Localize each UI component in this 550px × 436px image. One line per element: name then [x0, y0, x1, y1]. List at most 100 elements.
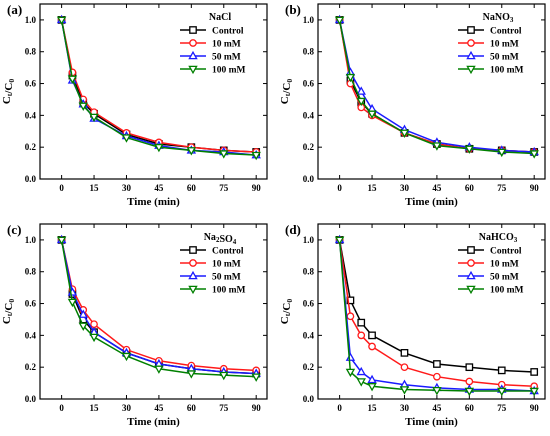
data-point — [154, 143, 164, 153]
data-point — [186, 370, 197, 379]
y-tick-label: 0.6 — [303, 299, 315, 309]
x-tick-label: 0 — [59, 183, 64, 193]
x-axis-title: Time (min) — [405, 196, 458, 208]
legend-label: Control — [212, 247, 244, 257]
legend-marker — [466, 285, 476, 295]
data-point — [497, 387, 507, 397]
panel-1: 0 15 30 45 60 75 90 0.0 0.2 0.4 0.6 0.8 1.0 Time (min… — [279, 2, 546, 208]
x-tick-label: 75 — [497, 183, 507, 193]
x-tick-label: 90 — [530, 403, 540, 413]
legend-marker — [466, 270, 476, 280]
x-tick-label: 0 — [59, 403, 64, 413]
y-tick-label: 0.4 — [25, 330, 37, 340]
data-point — [356, 97, 366, 107]
legend-label: 50 mM — [490, 273, 519, 283]
x-tick-label: 0 — [337, 403, 342, 413]
x-tick-label: 15 — [368, 403, 378, 413]
x-axis-title: Time (min) — [127, 416, 180, 428]
data-point — [345, 368, 356, 378]
data-point — [89, 333, 99, 343]
data-point — [368, 331, 376, 340]
data-point — [399, 386, 410, 395]
data-point — [367, 383, 377, 392]
data-point — [399, 129, 410, 138]
data-point — [346, 312, 355, 321]
data-point — [357, 331, 366, 340]
data-point — [78, 322, 88, 331]
y-tick-label: 0.4 — [303, 330, 315, 340]
legend-label: Control — [490, 27, 522, 37]
legend-label: 100 mM — [490, 286, 524, 296]
data-point — [78, 102, 88, 111]
y-tick-label: 0.8 — [303, 267, 315, 277]
data-point — [67, 298, 78, 308]
plot-frame — [317, 223, 546, 400]
legend-label: Control — [490, 247, 522, 257]
data-point — [368, 342, 376, 351]
panel-0: 0 15 30 45 60 75 90 0.0 0.2 0.4 0.6 0.8 1.0 Time (min… — [1, 2, 268, 208]
data-point — [345, 73, 356, 83]
data-point — [497, 366, 506, 375]
y-tick-label: 1.0 — [25, 235, 37, 245]
y-tick-label: 1.0 — [303, 15, 315, 25]
data-point — [529, 150, 539, 159]
legend-label: 100 mM — [212, 286, 246, 296]
data-point — [464, 387, 475, 397]
data-point — [334, 236, 345, 246]
legend-label: 100 mM — [490, 66, 524, 76]
x-tick-label: 0 — [337, 183, 342, 193]
legend-title: NaHCO3 — [479, 232, 518, 244]
plot-frame — [39, 223, 268, 400]
data-point — [121, 352, 132, 362]
data-point — [367, 110, 377, 119]
data-point — [67, 75, 78, 84]
legend-label: 10 mM — [212, 260, 241, 270]
panel-letter: (d) — [285, 222, 301, 237]
data-point — [346, 296, 355, 305]
legend-title: Na2SO4 — [204, 232, 237, 246]
data-point — [432, 386, 442, 396]
data-point — [433, 360, 441, 368]
panel-2: 0 15 30 45 60 75 90 0.0 0.2 0.4 0.6 0.8 1.0 Time (min… — [1, 222, 268, 428]
x-tick-label: 60 — [465, 183, 475, 193]
legend-title: NaCl — [209, 12, 231, 23]
data-point — [219, 150, 229, 159]
legend-marker — [467, 246, 475, 254]
x-tick-label: 90 — [252, 403, 262, 413]
x-axis-title: Time (min) — [405, 416, 458, 428]
data-point — [154, 365, 164, 374]
y-tick-label: 0.2 — [25, 142, 37, 152]
y-axis-title: Ct/C0 — [279, 299, 294, 325]
legend-label: Control — [212, 27, 244, 37]
x-axis-title: Time (min) — [127, 196, 180, 208]
y-tick-label: 0.2 — [25, 362, 37, 372]
data-point — [219, 371, 229, 381]
data-point — [356, 378, 366, 387]
data-point — [56, 236, 67, 246]
plot-frame — [39, 3, 268, 180]
x-tick-label: 90 — [252, 183, 262, 193]
legend-marker — [466, 65, 476, 75]
x-tick-label: 15 — [368, 183, 378, 193]
data-point — [356, 366, 366, 376]
legend-label: 50 mM — [490, 53, 519, 63]
y-tick-label: 0.8 — [25, 267, 37, 277]
x-tick-label: 45 — [432, 183, 442, 193]
x-tick-label: 75 — [497, 403, 507, 413]
y-tick-label: 0.8 — [303, 47, 315, 57]
data-point — [465, 363, 474, 372]
data-point — [432, 142, 442, 151]
y-tick-label: 0.0 — [25, 174, 37, 184]
y-tick-label: 0.6 — [303, 79, 315, 89]
y-tick-label: 0.6 — [25, 79, 37, 89]
data-point — [367, 374, 377, 384]
data-point — [186, 147, 197, 156]
plot-frame — [317, 3, 546, 180]
legend-marker — [189, 39, 197, 47]
legend-marker — [467, 259, 475, 267]
data-point — [356, 86, 366, 95]
y-tick-label: 1.0 — [25, 15, 37, 25]
x-tick-label: 75 — [219, 403, 229, 413]
x-tick-label: 15 — [90, 183, 100, 193]
data-point — [345, 352, 356, 361]
